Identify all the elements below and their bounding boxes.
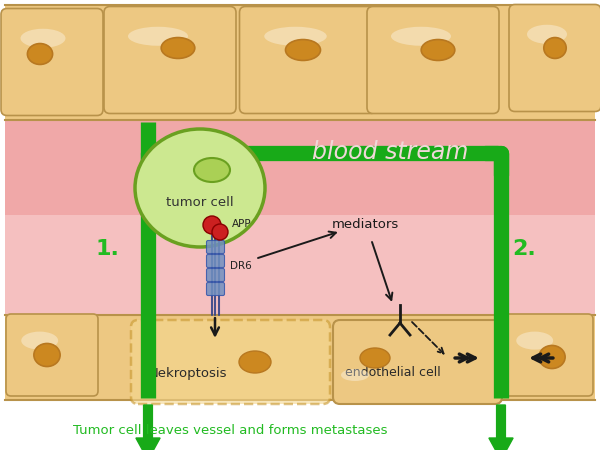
- Ellipse shape: [128, 27, 188, 46]
- Text: DR6: DR6: [230, 261, 252, 271]
- Ellipse shape: [516, 332, 553, 350]
- Bar: [5, 5, 595, 120]
- Ellipse shape: [264, 27, 327, 46]
- Bar: [5, 215, 595, 315]
- Ellipse shape: [391, 27, 451, 46]
- FancyBboxPatch shape: [333, 320, 502, 404]
- Text: blood stream: blood stream: [312, 140, 468, 164]
- Text: 2.: 2.: [512, 239, 536, 259]
- Ellipse shape: [135, 129, 265, 247]
- Ellipse shape: [161, 37, 195, 58]
- Ellipse shape: [341, 369, 369, 381]
- Circle shape: [212, 224, 228, 240]
- Ellipse shape: [544, 37, 566, 58]
- Ellipse shape: [28, 44, 53, 64]
- FancyBboxPatch shape: [131, 320, 330, 404]
- Text: Tumor cell leaves vessel and forms metastases: Tumor cell leaves vessel and forms metas…: [73, 423, 387, 436]
- Text: mediators: mediators: [331, 219, 398, 231]
- FancyBboxPatch shape: [1, 9, 103, 116]
- Ellipse shape: [194, 158, 230, 182]
- Text: Nekroptosis: Nekroptosis: [149, 366, 227, 379]
- FancyArrow shape: [489, 405, 513, 450]
- Ellipse shape: [239, 351, 271, 373]
- FancyBboxPatch shape: [501, 314, 593, 396]
- FancyBboxPatch shape: [206, 255, 224, 267]
- FancyBboxPatch shape: [509, 4, 600, 112]
- FancyBboxPatch shape: [239, 6, 377, 113]
- FancyBboxPatch shape: [206, 269, 224, 282]
- Ellipse shape: [21, 332, 58, 350]
- Ellipse shape: [20, 29, 65, 48]
- FancyBboxPatch shape: [206, 283, 224, 296]
- Ellipse shape: [286, 40, 320, 60]
- FancyBboxPatch shape: [6, 314, 98, 396]
- Ellipse shape: [421, 40, 455, 60]
- FancyBboxPatch shape: [367, 6, 499, 113]
- Ellipse shape: [527, 25, 567, 44]
- Text: endothelial cell: endothelial cell: [345, 365, 441, 378]
- FancyBboxPatch shape: [104, 6, 236, 113]
- FancyArrow shape: [136, 405, 160, 450]
- Bar: [5, 315, 595, 400]
- Text: tumor cell: tumor cell: [166, 197, 234, 210]
- Bar: [5, 120, 595, 315]
- Circle shape: [203, 216, 221, 234]
- Ellipse shape: [34, 343, 60, 366]
- FancyBboxPatch shape: [206, 240, 224, 253]
- Text: APP: APP: [232, 219, 251, 229]
- Ellipse shape: [360, 348, 390, 368]
- Text: 1.: 1.: [95, 239, 119, 259]
- Ellipse shape: [539, 346, 565, 369]
